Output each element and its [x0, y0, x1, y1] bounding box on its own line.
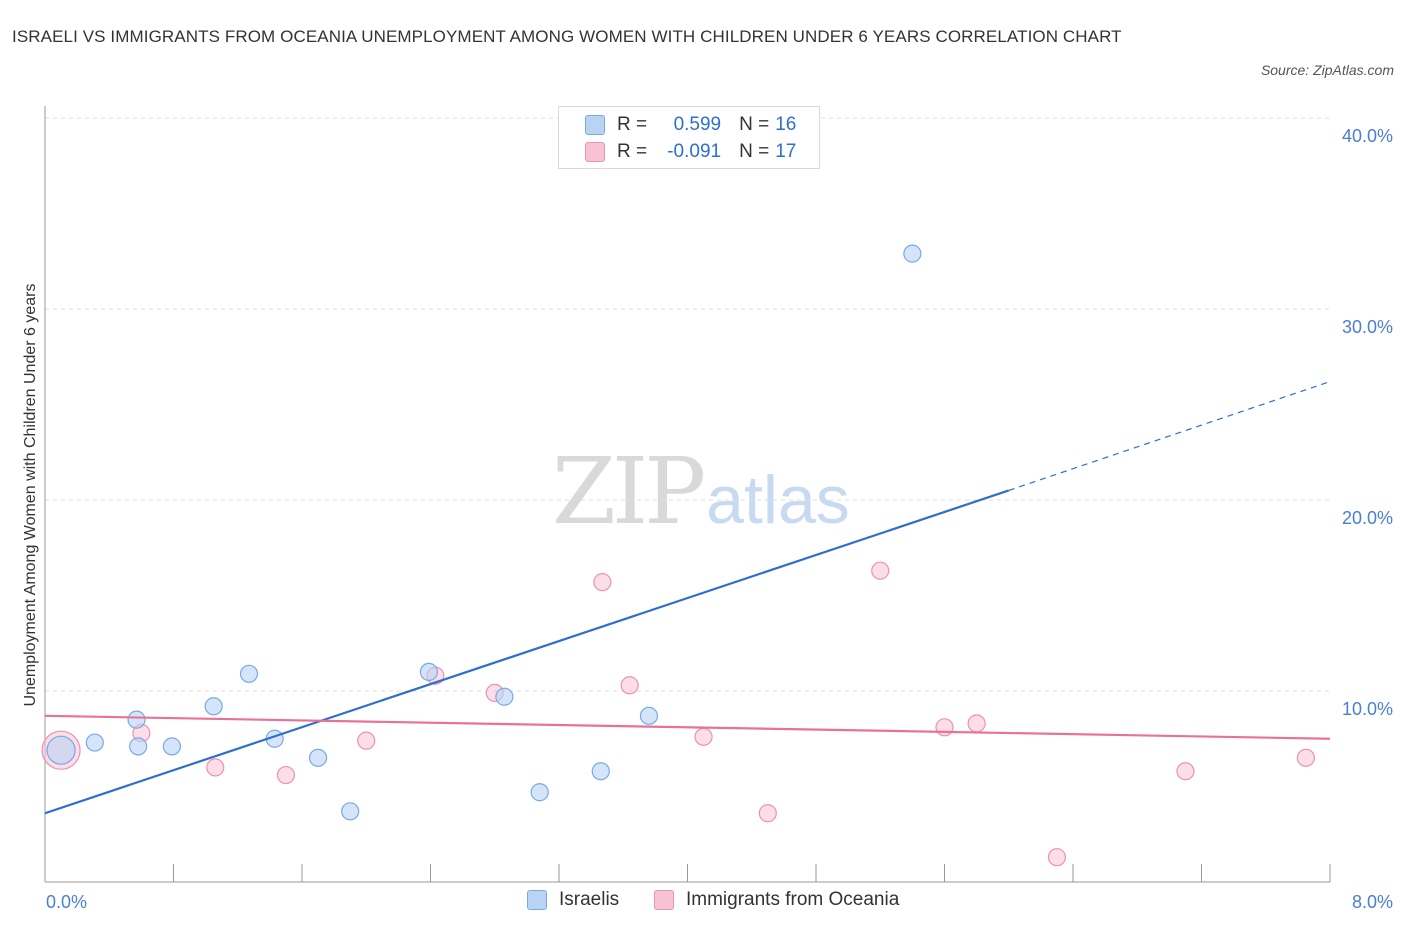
legend-n-label: N =	[739, 114, 770, 135]
data-point-israelis	[204, 697, 223, 716]
data-point-israelis	[419, 662, 438, 682]
data-point-oceania	[593, 573, 612, 592]
data-point-israelis	[129, 737, 148, 756]
data-point-oceania	[206, 758, 225, 777]
watermark: ZIPatlas	[552, 438, 850, 545]
y-tick-label: 30.0%	[1342, 317, 1393, 337]
data-point-israelis	[308, 748, 328, 767]
data-point-oceania	[357, 731, 376, 750]
data-point-oceania	[758, 804, 777, 823]
data-point-israelis	[162, 737, 181, 756]
legend-n-value-israelis: 16	[775, 114, 797, 135]
legend-row-oceania: R = -0.091 N = 17	[585, 139, 796, 165]
series-label-oceania: Immigrants from Oceania	[686, 889, 900, 910]
data-point-oceania	[620, 676, 639, 695]
series-swatch-israelis	[527, 890, 547, 910]
series-label-israelis: Israelis	[559, 889, 620, 910]
series-swatch-oceania	[654, 890, 674, 910]
data-point-israelis	[530, 783, 549, 802]
data-point-oceania	[1296, 748, 1316, 767]
data-point-israelis	[903, 244, 922, 263]
data-point-oceania	[967, 714, 986, 733]
data-point-israelis	[127, 710, 146, 729]
data-point-oceania	[935, 718, 954, 737]
data-point-oceania	[1047, 848, 1067, 867]
watermark-atlas: atlas	[706, 462, 850, 538]
legend-row-israelis: R = 0.599 N = 16	[585, 112, 796, 138]
source-label: Source: ZipAtlas.com	[1260, 62, 1394, 78]
data-point-israelis	[341, 802, 360, 821]
data-point-oceania	[276, 765, 296, 785]
x-tick-label: 0.0%	[46, 892, 87, 912]
chart-title: ISRAELI VS IMMIGRANTS FROM OCEANIA UNEMP…	[12, 27, 1122, 46]
legend-r-label: R =	[617, 114, 648, 135]
series-legend: Israelis Immigrants from Oceania	[0, 889, 1406, 915]
series-legend-oceania[interactable]: Immigrants from Oceania	[654, 889, 899, 911]
legend-swatch-oceania	[585, 142, 605, 162]
data-point-israelis	[591, 762, 610, 781]
watermark-zip: ZIP	[552, 438, 706, 545]
legend-n-label: N =	[739, 141, 770, 162]
data-point-oceania	[1176, 762, 1195, 781]
trendline-israelis	[44, 489, 1010, 815]
data-point-oceania	[871, 561, 890, 580]
legend-r-value-israelis: 0.599	[673, 114, 722, 135]
y-tick-label: 10.0%	[1342, 699, 1393, 719]
legend-n-value-oceania: 17	[775, 141, 797, 162]
trendline-oceania	[44, 714, 1331, 740]
x-tick-label: 8.0%	[1352, 892, 1393, 912]
data-point-oceania	[694, 727, 713, 746]
correlation-legend: R = 0.599 N = 16 R = -0.091 N = 17	[558, 106, 820, 169]
trendline-israelis-extension	[1008, 381, 1331, 492]
y-tick-label: 20.0%	[1342, 508, 1393, 528]
legend-swatch-israelis	[585, 115, 605, 135]
data-point-israelis	[639, 706, 659, 725]
y-tick-label: 40.0%	[1342, 126, 1393, 146]
legend-r-label: R =	[617, 141, 648, 162]
data-point-israelis	[85, 733, 104, 752]
series-legend-israelis[interactable]: Israelis	[527, 889, 619, 911]
data-point-israelis	[239, 664, 259, 683]
data-point-israelis	[495, 687, 514, 706]
legend-r-value-oceania: -0.091	[667, 141, 722, 162]
data-point-israelis	[46, 735, 76, 765]
